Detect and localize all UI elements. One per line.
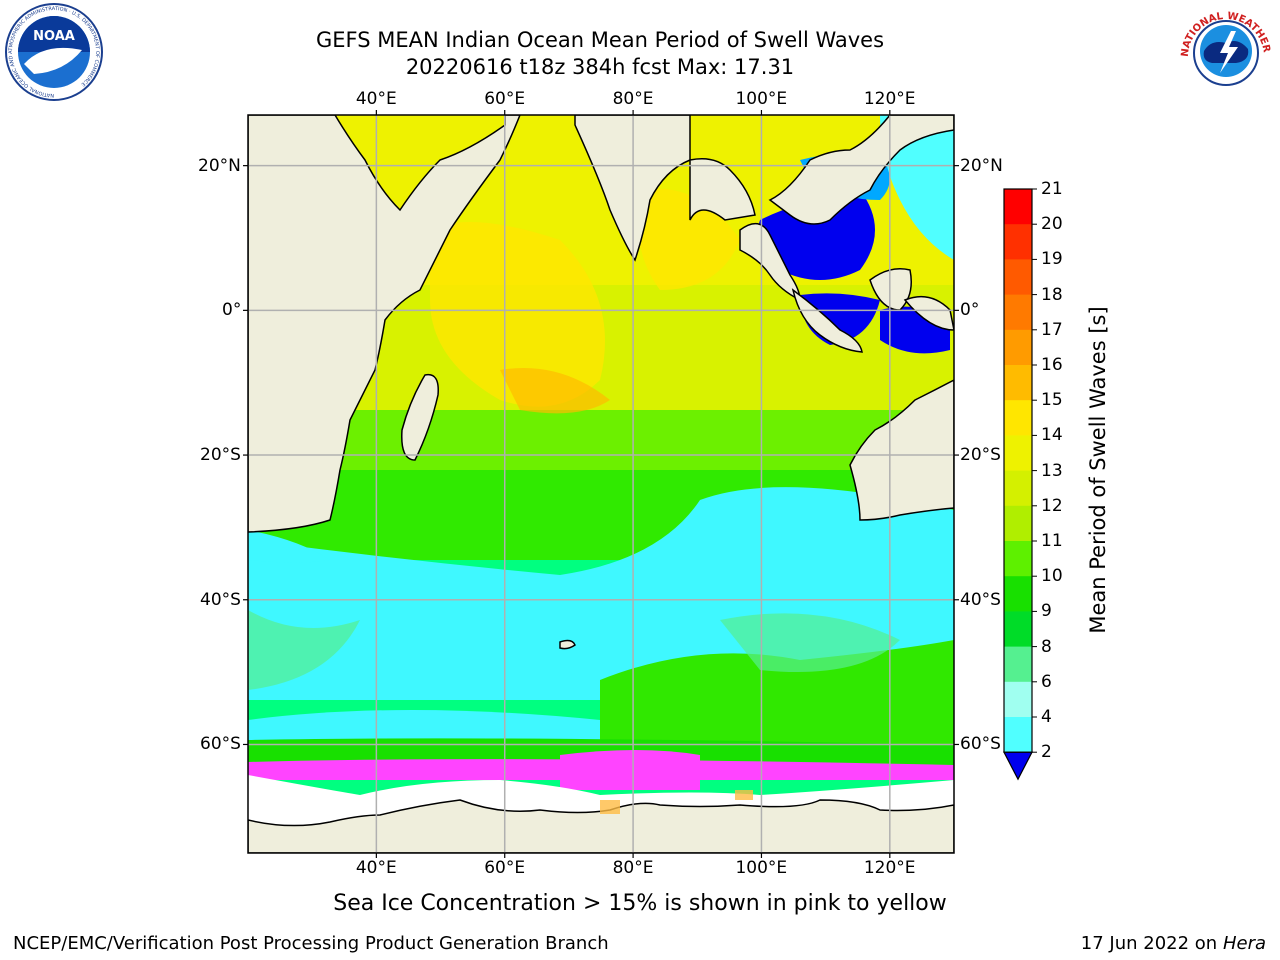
y-tick-label-right: 20°S — [960, 445, 1001, 466]
colorbar-segment — [1004, 576, 1032, 612]
ice-patch — [600, 800, 620, 814]
colorbar-tick-label: 14 — [1041, 425, 1063, 446]
y-tick-label-right: 60°S — [960, 734, 1001, 755]
x-tick-label-bottom: 120°E — [863, 858, 916, 878]
x-tick-label-bottom: 60°E — [484, 858, 526, 878]
noaa-logo-text: NOAA — [33, 29, 75, 44]
colorbar-tick-label: 15 — [1041, 390, 1063, 411]
colorbar-label: Mean Period of Swell Waves [s] — [1086, 306, 1110, 634]
colorbar-segment — [1004, 294, 1032, 331]
x-tick-label-bottom: 40°E — [355, 858, 397, 878]
noaa-logo: NOAA NATIONAL OCEANIC AND ATMOSPHERIC AD… — [4, 2, 104, 106]
colorbar-segment — [1004, 400, 1032, 436]
colorbar-segment — [1004, 681, 1032, 718]
colorbar-tick-label: 8 — [1041, 636, 1052, 657]
footer-date-text: 17 Jun 2022 on — [1080, 933, 1218, 954]
colorbar-segment — [1004, 435, 1032, 472]
colorbar-tick-label: 12 — [1041, 495, 1063, 516]
colorbar-tick-label: 11 — [1041, 531, 1063, 551]
footer-credit: NCEP/EMC/Verification Post Processing Pr… — [13, 933, 609, 954]
colorbar-tick-label: 2 — [1041, 742, 1052, 763]
axis-ticks — [243, 110, 959, 858]
colorbar-segment — [1004, 541, 1032, 577]
colorbar-extend-arrow — [1003, 751, 1033, 781]
y-tick-label-left: 40°S — [200, 589, 241, 610]
gridlines — [248, 115, 954, 853]
x-tick-label-top: 100°E — [735, 89, 788, 109]
colorbar-tick-label: 13 — [1041, 460, 1063, 481]
nws-logo: NATIONAL WEATHER SERVICE — [1172, 0, 1276, 105]
y-tick-label-right: 40°S — [960, 589, 1001, 610]
chart-subtitle: 20220616 t18z 384h fcst Max: 17.31 — [405, 55, 795, 79]
colorbar-segment — [1004, 470, 1032, 507]
x-tick-label-bottom: 100°E — [735, 858, 788, 878]
x-tick-label-top: 120°E — [863, 89, 916, 109]
x-tick-label-top: 40°E — [355, 89, 397, 109]
x-tick-label-top: 80°E — [612, 89, 654, 109]
colorbar-segment — [1004, 365, 1032, 401]
colorbar-segment — [1004, 329, 1032, 366]
sea-ice-note: Sea Ice Concentration > 15% is shown in … — [333, 891, 947, 916]
y-tick-label-left: 20°S — [200, 445, 241, 466]
colorbar-tick-label: 16 — [1041, 355, 1063, 375]
colorbar-segment — [1004, 611, 1032, 648]
colorbar-segment — [1004, 224, 1032, 260]
y-tick-label-left: 20°N — [198, 155, 241, 176]
colorbar-segment — [1004, 189, 1032, 225]
footer-date: 17 Jun 2022 on Hera — [1081, 933, 1266, 954]
map-content — [248, 115, 954, 853]
colorbar-segment — [1004, 259, 1032, 296]
y-tick-label-left: 0° — [222, 300, 242, 321]
colorbar-tick-label: 9 — [1041, 601, 1052, 622]
y-tick-label-right: 20°N — [960, 155, 1003, 176]
x-tick-label-bottom: 80°E — [612, 858, 654, 878]
chart-title: GEFS MEAN Indian Ocean Mean Period of Sw… — [315, 28, 885, 52]
x-tick-label-top: 60°E — [484, 89, 526, 109]
colorbar-tick-label: 17 — [1041, 319, 1063, 340]
y-tick-label-left: 60°S — [200, 734, 241, 755]
colorbar-tick-label: 10 — [1041, 566, 1063, 587]
map-frame — [247, 114, 955, 854]
colorbar-tick-label: 6 — [1041, 671, 1052, 692]
land — [248, 115, 954, 853]
y-tick-label-right: 0° — [960, 300, 980, 321]
colorbar-tick-label: 21 — [1041, 179, 1063, 199]
colorbar-segment — [1004, 646, 1032, 683]
colorbar-tick-label: 4 — [1041, 707, 1052, 727]
colorbar-tick-label: 19 — [1041, 249, 1063, 270]
colorbar-segment — [1004, 717, 1032, 753]
colorbar-tick-label: 20 — [1041, 214, 1063, 235]
colorbar-tick-label: 18 — [1041, 284, 1063, 305]
colorbar — [1003, 188, 1037, 781]
ice-patch — [735, 790, 753, 800]
footer-host: Hera — [1222, 933, 1266, 954]
colorbar-segment — [1004, 505, 1032, 542]
